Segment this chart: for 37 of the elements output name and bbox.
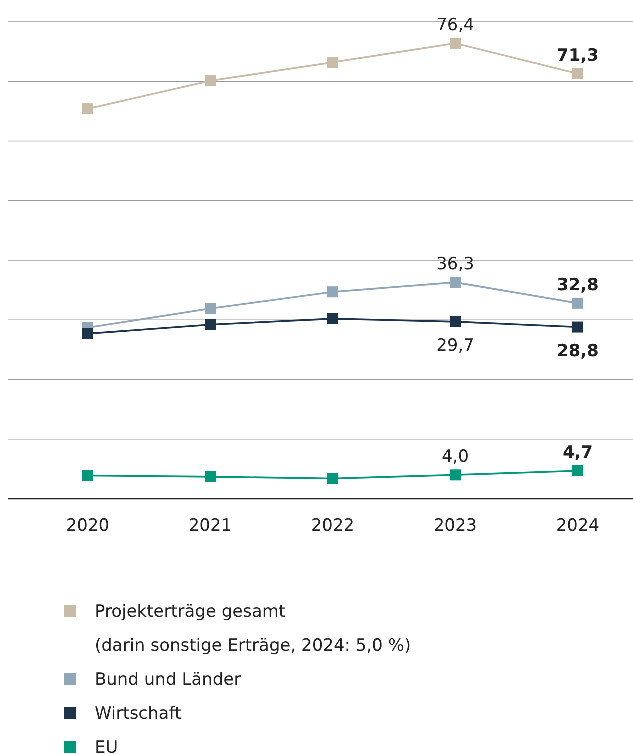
- point: [450, 316, 461, 328]
- point: [205, 319, 216, 330]
- point: [572, 465, 584, 476]
- data-label: 36,3: [436, 254, 474, 275]
- point: [82, 470, 94, 482]
- point: [205, 471, 216, 482]
- x-tick-label: 2020: [66, 516, 110, 536]
- point: [328, 473, 338, 484]
- point: [572, 68, 584, 80]
- point: [205, 303, 216, 314]
- point: [450, 470, 461, 481]
- data-label: 32,8: [557, 275, 599, 296]
- data-label: 4,7: [562, 442, 594, 463]
- point: [82, 328, 94, 340]
- point: [450, 38, 461, 49]
- x-tick-label: 2023: [434, 516, 478, 536]
- data-label: 28,8: [557, 341, 599, 362]
- data-label: 29,7: [436, 336, 474, 356]
- data-label: 71,3: [557, 46, 599, 66]
- x-tick-label: 2024: [556, 516, 600, 536]
- legend-label: Projekterträge gesamt: [95, 602, 286, 622]
- point: [572, 298, 584, 309]
- point: [450, 277, 461, 288]
- data-label: 76,4: [436, 15, 474, 36]
- point: [82, 104, 94, 115]
- point: [328, 286, 338, 298]
- point: [328, 57, 338, 68]
- point: [328, 313, 338, 324]
- x-tick-label: 2021: [188, 516, 232, 536]
- legend-label: EU: [95, 738, 118, 754]
- legend-label: Wirtschaft: [95, 704, 182, 724]
- legend-label: Bund und Länder: [95, 670, 242, 690]
- point: [205, 76, 216, 87]
- point: [572, 322, 584, 333]
- x-tick-label: 2022: [311, 516, 355, 536]
- text: (darin sonstige Erträge, 2024: 5,0 %): [95, 636, 412, 656]
- data-label: 4,0: [442, 447, 470, 468]
